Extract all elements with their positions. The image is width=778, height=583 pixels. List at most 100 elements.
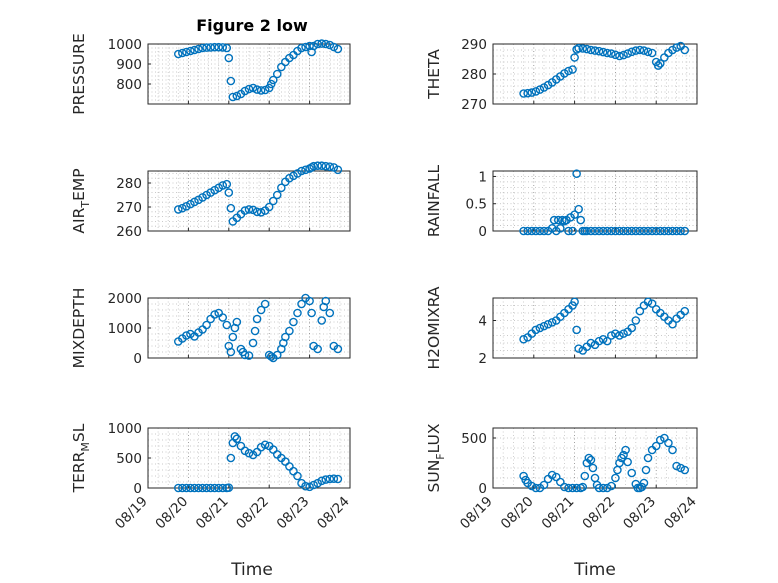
data-point <box>222 43 232 53</box>
data-point <box>619 50 628 60</box>
y-axis-label: PRESSURE <box>70 33 88 115</box>
data-point <box>307 308 316 318</box>
x-axis-label-right: Time <box>573 560 616 580</box>
axes-box <box>147 170 351 232</box>
data-point <box>264 202 274 212</box>
data-point <box>527 481 537 491</box>
data-point <box>647 48 657 58</box>
y-tick-label: 900 <box>116 57 142 73</box>
data-point <box>329 474 339 484</box>
data-point <box>202 483 211 493</box>
data-point <box>668 319 677 329</box>
data-point <box>297 299 306 309</box>
data-point <box>309 480 318 490</box>
data-point <box>568 226 577 236</box>
y-axis-label: AIRTEMP <box>70 168 92 233</box>
data-point <box>244 448 254 458</box>
data-point <box>627 226 637 236</box>
data-point <box>260 440 270 450</box>
y-tick-label: 800 <box>116 77 142 93</box>
data-point <box>228 332 238 342</box>
data-point <box>260 85 270 95</box>
data-point <box>198 43 207 53</box>
data-point <box>619 226 628 236</box>
x-axis-label-left: Time <box>230 560 273 580</box>
data-point <box>527 226 537 236</box>
subplot-2: 270 280 290 THETA <box>425 37 698 113</box>
data-point <box>635 45 645 55</box>
data-point <box>615 226 624 236</box>
data-point <box>611 50 620 60</box>
data-point <box>586 45 596 55</box>
data-point <box>607 226 616 236</box>
y-tick-label: 0.5 <box>466 197 487 213</box>
data-point <box>317 476 327 486</box>
data-point <box>317 39 327 48</box>
data-point <box>178 483 187 493</box>
data-point <box>594 46 604 56</box>
data-point <box>272 350 282 360</box>
y-axis-label: TERRMSL <box>70 423 92 493</box>
subplot-4: 0 0.5 1 RAINFALL <box>425 164 698 240</box>
data-point <box>607 49 616 58</box>
data-point <box>655 226 665 236</box>
data-point <box>631 316 641 325</box>
data-point <box>556 477 565 487</box>
y-axis-label: RAINFALL <box>425 164 443 237</box>
data-point <box>210 310 219 319</box>
data-point <box>293 308 302 318</box>
data-point <box>655 435 665 445</box>
subplot-5: 0 1000 2000 MIXDEPTH <box>70 288 351 368</box>
data-point <box>313 39 322 49</box>
data-point <box>588 463 598 473</box>
data-point <box>244 84 254 94</box>
y-tick-label: 0 <box>478 224 487 240</box>
data-point <box>222 179 232 189</box>
data-point <box>576 215 586 225</box>
data-point <box>653 61 663 70</box>
data-point <box>244 351 254 360</box>
y-tick-label: 0 <box>133 481 142 497</box>
data-point <box>590 46 600 55</box>
data-point <box>206 43 215 52</box>
data-point <box>598 483 608 493</box>
data-point <box>531 483 541 493</box>
data-point <box>602 226 612 236</box>
data-point <box>621 445 630 455</box>
data-point <box>309 41 318 51</box>
data-point <box>570 297 579 307</box>
data-point <box>660 226 669 236</box>
data-point <box>277 183 286 193</box>
y-tick-label: 4 <box>478 314 487 330</box>
data-point <box>178 203 187 213</box>
data-point <box>680 226 690 236</box>
data-point <box>643 226 653 236</box>
data-point <box>333 474 343 484</box>
data-point <box>272 190 282 200</box>
data-point <box>619 329 628 338</box>
data-point <box>333 344 343 354</box>
data-point <box>285 326 294 336</box>
data-point <box>218 181 228 190</box>
data-point <box>539 226 549 236</box>
data-point <box>635 306 645 316</box>
data-point <box>232 91 242 101</box>
data-point <box>594 226 604 236</box>
data-point <box>560 482 569 492</box>
y-axis-label: SUNFLUX <box>425 423 447 492</box>
data-point <box>325 308 335 318</box>
data-point <box>281 332 290 342</box>
data-point <box>333 165 343 175</box>
data-point <box>586 455 596 465</box>
data-point <box>643 47 653 57</box>
data-point <box>329 42 339 52</box>
data-point <box>564 226 573 236</box>
y-tick-label: 0 <box>478 481 487 497</box>
y-tick-label: 270 <box>461 97 487 113</box>
data-point <box>293 471 302 481</box>
data-point <box>607 481 616 491</box>
y-tick-label: 280 <box>116 176 142 192</box>
data-point <box>568 65 577 74</box>
data-point <box>210 42 219 52</box>
data-point <box>202 43 211 52</box>
